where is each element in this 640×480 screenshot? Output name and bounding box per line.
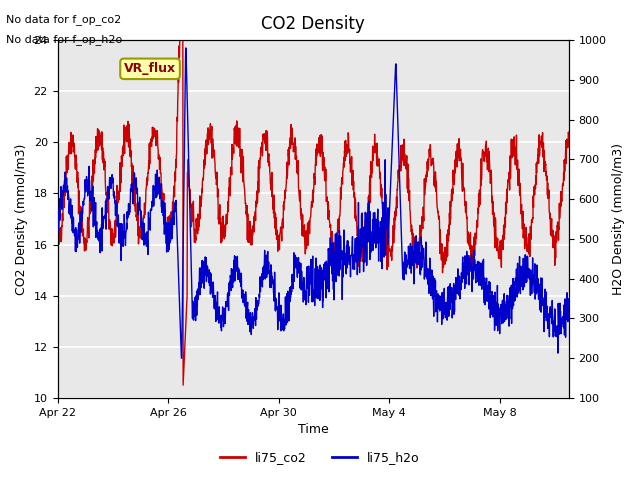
Title: CO2 Density: CO2 Density xyxy=(261,15,365,33)
Y-axis label: H2O Density (mmol/m3): H2O Density (mmol/m3) xyxy=(612,143,625,295)
Legend: li75_co2, li75_h2o: li75_co2, li75_h2o xyxy=(215,446,425,469)
Text: No data for f_op_h2o: No data for f_op_h2o xyxy=(6,34,123,45)
Y-axis label: CO2 Density (mmol/m3): CO2 Density (mmol/m3) xyxy=(15,144,28,295)
X-axis label: Time: Time xyxy=(298,423,328,436)
Text: No data for f_op_co2: No data for f_op_co2 xyxy=(6,14,122,25)
Text: VR_flux: VR_flux xyxy=(124,62,176,75)
